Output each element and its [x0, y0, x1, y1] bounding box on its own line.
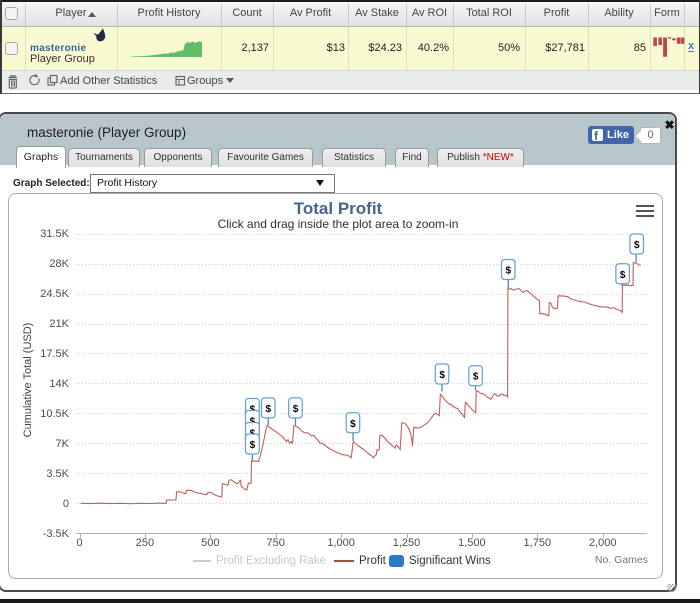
svg-text:$: $: [634, 240, 640, 251]
svg-text:$: $: [350, 419, 356, 430]
svg-text:$: $: [620, 270, 626, 281]
svg-text:$: $: [506, 266, 512, 277]
svg-text:$: $: [266, 404, 272, 415]
svg-text:$: $: [473, 372, 479, 383]
svg-text:$: $: [293, 404, 299, 415]
svg-text:$: $: [250, 440, 256, 451]
svg-text:$: $: [439, 370, 445, 381]
